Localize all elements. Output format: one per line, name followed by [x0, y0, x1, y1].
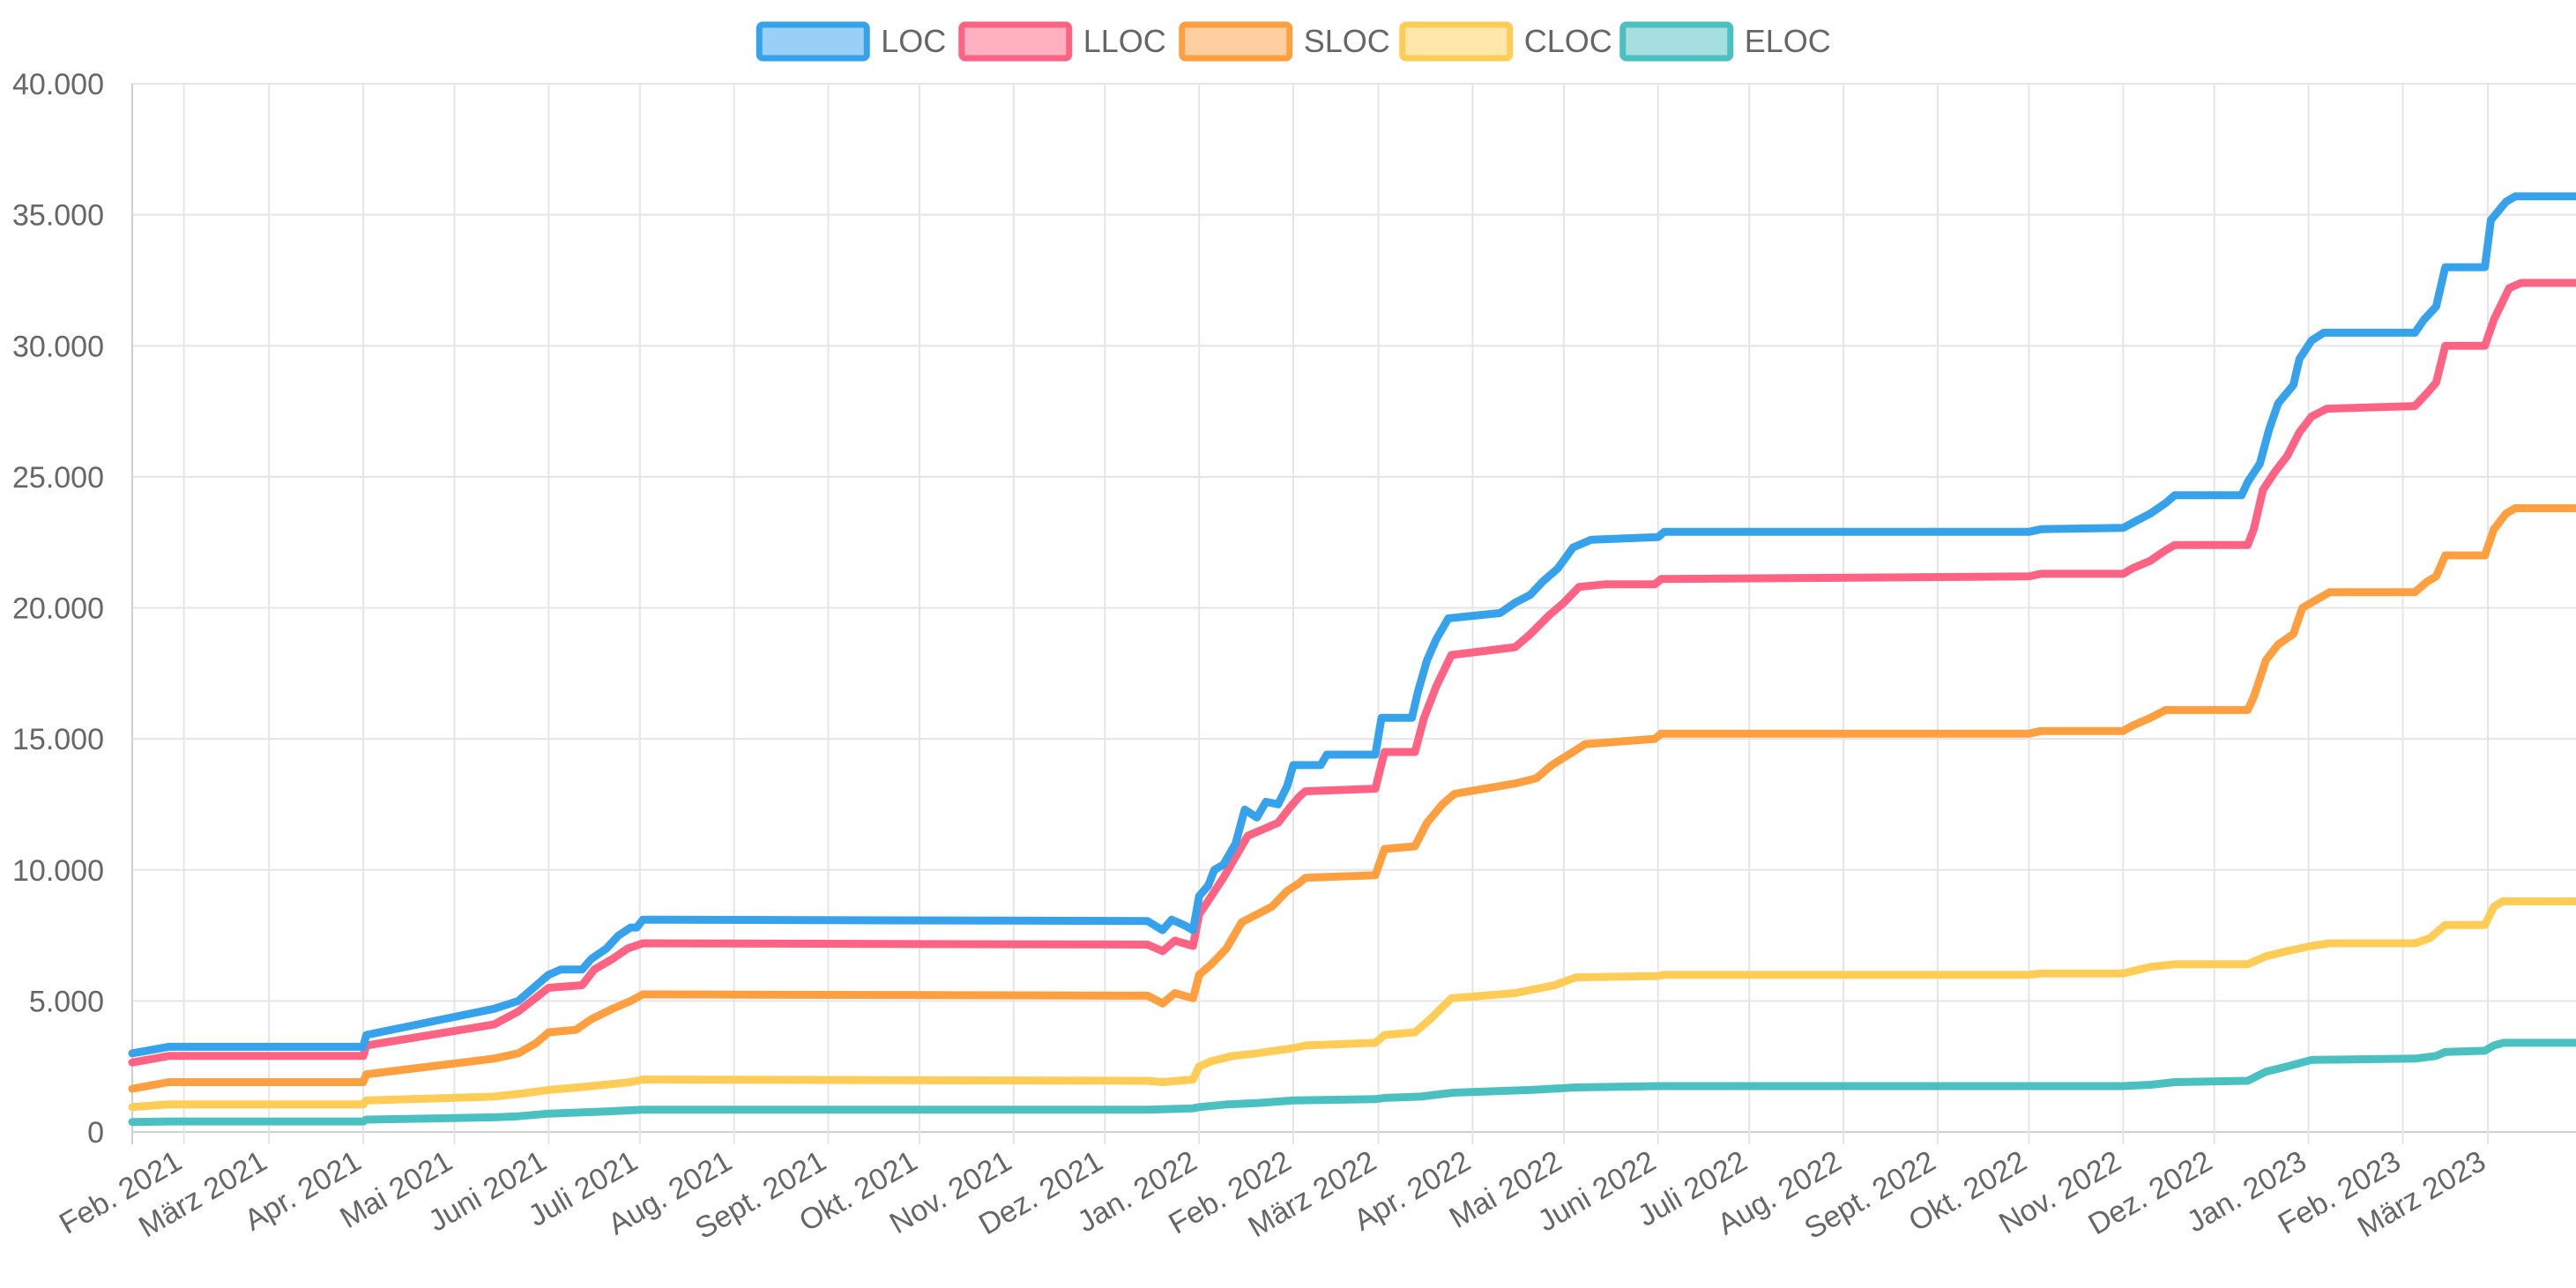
chart-grid: [131, 83, 2576, 1144]
legend-label: LLOC: [1083, 23, 1166, 59]
y-tick-label-40000: 40.000: [12, 68, 104, 101]
y-tick-label-25000: 25.000: [12, 461, 104, 495]
y-tick-label-15000: 15.000: [12, 723, 104, 756]
legend-item-cloc[interactable]: CLOC: [1399, 21, 1612, 62]
legend-swatch: [756, 21, 870, 62]
legend-item-eloc[interactable]: ELOC: [1619, 21, 1831, 62]
series-line-eloc: [128, 1039, 2576, 1127]
y-tick-label-10000: 10.000: [12, 854, 104, 888]
legend-item-loc[interactable]: LOC: [756, 21, 946, 62]
chart-legend: LOC LLOC SLOC CLOC ELOC: [756, 21, 1831, 62]
y-axis-tick-labels: 0 5.000 10.000 15.000 20.000 25.000 30.000 35.0…: [12, 68, 104, 1150]
y-tick-label-35000: 35.000: [12, 199, 104, 233]
chart-series: [128, 192, 2576, 1127]
legend-item-sloc[interactable]: SLOC: [1179, 21, 1390, 62]
legend-label: ELOC: [1745, 23, 1831, 59]
y-tick-label-20000: 20.000: [12, 592, 104, 626]
y-tick-label-5000: 5.000: [29, 985, 104, 1018]
legend-label: CLOC: [1524, 23, 1612, 59]
legend-swatch: [958, 21, 1073, 62]
series-line-lloc: [128, 279, 2576, 1067]
legend-swatch: [1179, 21, 1293, 62]
legend-label: SLOC: [1304, 23, 1390, 59]
series-line-sloc: [128, 504, 2576, 1093]
legend-item-lloc[interactable]: LLOC: [958, 21, 1166, 62]
legend-swatch: [1619, 21, 1734, 62]
series-line-loc: [128, 192, 2576, 1058]
series-line-cloc: [128, 897, 2576, 1112]
y-tick-label-30000: 30.000: [12, 330, 104, 363]
legend-swatch: [1399, 21, 1514, 62]
y-tick-label-0: 0: [87, 1116, 104, 1150]
legend-label: LOC: [881, 23, 946, 59]
